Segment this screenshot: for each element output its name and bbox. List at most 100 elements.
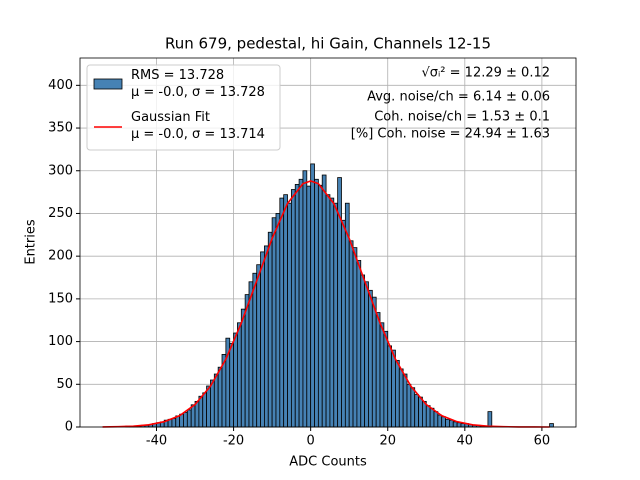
bar — [237, 322, 242, 428]
plot-area — [80, 58, 576, 428]
bar — [379, 322, 385, 428]
bar — [410, 387, 416, 428]
bar — [283, 194, 288, 428]
x-tick-label: -20 — [223, 434, 244, 449]
fit-line — [102, 180, 550, 428]
bar — [445, 418, 450, 428]
bar — [321, 174, 327, 428]
bar — [549, 423, 554, 428]
bar — [360, 274, 366, 428]
bar — [317, 184, 323, 428]
bar — [383, 330, 389, 428]
bar — [448, 419, 454, 428]
bar — [422, 400, 427, 428]
chart-title: Run 679, pedestal, hi Gain, Channels 12-… — [165, 35, 491, 53]
bar — [306, 185, 312, 428]
bar — [256, 264, 261, 428]
bar — [213, 373, 219, 428]
y-tick-label: 150 — [48, 291, 73, 306]
bar — [387, 345, 392, 428]
legend-box — [86, 64, 281, 151]
bar — [298, 178, 304, 428]
bar — [290, 189, 296, 428]
bar — [441, 416, 446, 428]
y-tick-label: 50 — [56, 377, 73, 392]
bar — [314, 178, 319, 428]
bar — [279, 197, 285, 428]
bar — [395, 359, 400, 428]
bar — [452, 421, 458, 428]
bar — [217, 366, 223, 428]
bar — [487, 411, 493, 428]
bar — [364, 281, 369, 428]
x-tick-label: -40 — [146, 434, 167, 449]
bar — [287, 202, 292, 428]
bar — [429, 407, 435, 428]
bar — [302, 170, 308, 428]
bar — [244, 294, 250, 428]
x-tick-label: 0 — [307, 434, 315, 449]
y-tick-label: 250 — [48, 206, 73, 221]
annotation: Avg. noise/ch = 6.14 ± 0.06 — [367, 90, 550, 105]
bar — [248, 281, 254, 428]
bar — [460, 423, 466, 428]
x-axis-label: ADC Counts — [289, 455, 367, 470]
bar — [371, 296, 377, 428]
bar — [264, 245, 269, 428]
bar — [402, 373, 408, 428]
bar — [368, 289, 373, 428]
bar — [240, 308, 246, 428]
bar — [294, 184, 300, 428]
legend-label: RMS = 13.728 μ = -0.0, σ = 13.728 — [131, 68, 265, 100]
bar — [414, 394, 419, 428]
bar — [406, 383, 412, 428]
bar — [375, 312, 381, 428]
y-tick-label: 100 — [48, 334, 73, 349]
bar — [229, 342, 234, 428]
bar — [356, 260, 362, 428]
y-tick-label: 400 — [48, 78, 73, 93]
annotation: √σᵢ² = 12.29 ± 0.12 — [421, 66, 550, 81]
bar — [206, 385, 211, 428]
bar — [456, 422, 462, 428]
bar — [425, 405, 431, 428]
bar — [183, 412, 188, 428]
bar — [329, 197, 335, 428]
bar — [341, 219, 346, 428]
y-tick-label: 300 — [48, 163, 73, 178]
bar — [186, 409, 192, 428]
y-axis-label: Entries — [24, 219, 39, 265]
legend-swatch — [93, 78, 123, 90]
bar — [194, 400, 200, 428]
annotation: Coh. noise/ch = 1.53 ± 0.1 — [374, 110, 550, 125]
bar — [352, 247, 358, 428]
x-tick-label: 20 — [379, 434, 396, 449]
bar — [198, 395, 204, 428]
bar — [202, 392, 208, 428]
bar — [271, 217, 277, 428]
bar — [190, 404, 196, 428]
bar — [348, 240, 354, 428]
bar — [171, 418, 177, 428]
axes-frame — [79, 57, 577, 428]
bar — [210, 379, 215, 428]
legend-label: Gaussian Fit μ = -0.0, σ = 13.714 — [131, 110, 265, 142]
bar — [252, 272, 258, 428]
bar — [260, 251, 265, 428]
x-tick-label: 60 — [534, 434, 551, 449]
bar — [310, 163, 315, 428]
y-tick-label: 0 — [65, 420, 73, 435]
bar — [418, 396, 423, 428]
bar — [233, 332, 238, 428]
bar — [391, 349, 396, 428]
bar — [325, 194, 331, 428]
y-tick-label: 200 — [48, 249, 73, 264]
bar — [275, 213, 281, 428]
bar — [398, 368, 404, 428]
bar — [437, 414, 443, 428]
annotation: [%] Coh. noise = 24.94 ± 1.63 — [351, 127, 550, 142]
bar — [433, 411, 439, 428]
bar — [267, 231, 273, 428]
x-tick-label: 40 — [457, 434, 474, 449]
